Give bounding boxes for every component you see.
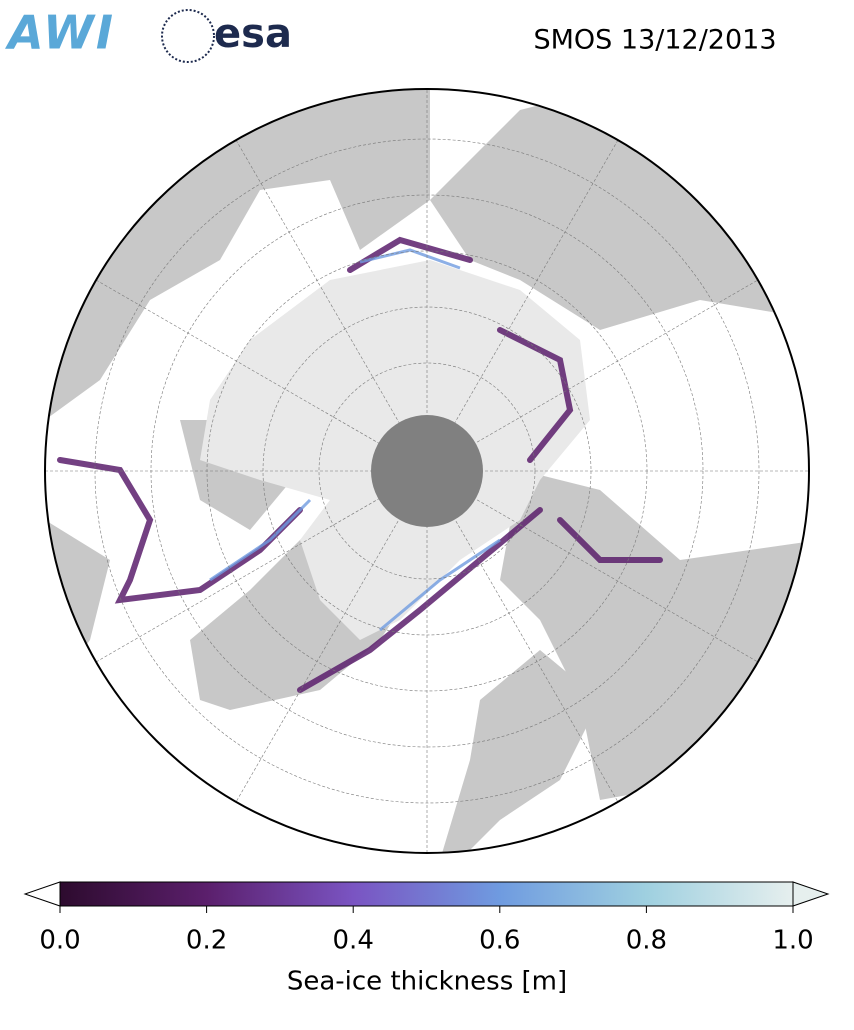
colorbar-tick-label: 0.6	[479, 926, 520, 956]
colorbar-over	[792, 881, 830, 907]
map	[45, 89, 809, 853]
colorbar-tick-label: 0.8	[626, 926, 667, 956]
pole-hole	[371, 415, 483, 527]
esa-emblem	[161, 9, 215, 63]
colorbar-tick-label: 0.0	[39, 926, 80, 956]
colorbar-under	[23, 881, 61, 907]
map-border	[44, 88, 810, 854]
colorbar-tick-label: 0.2	[186, 926, 227, 956]
esa-logo: esa	[214, 11, 292, 57]
awi-logo: AWI	[5, 6, 115, 60]
colorbar-tick-label: 1.0	[772, 926, 813, 956]
colorbar: 0.0 0.2 0.4 0.6 0.8 1.0	[23, 881, 830, 956]
colorbar-label: Sea-ice thickness [m]	[287, 967, 567, 997]
colorbar-tick-label: 0.4	[333, 926, 374, 956]
title: SMOS 13/12/2013	[533, 25, 776, 56]
colorbar-bar	[59, 881, 794, 907]
mid-ice-margin	[209, 248, 501, 632]
